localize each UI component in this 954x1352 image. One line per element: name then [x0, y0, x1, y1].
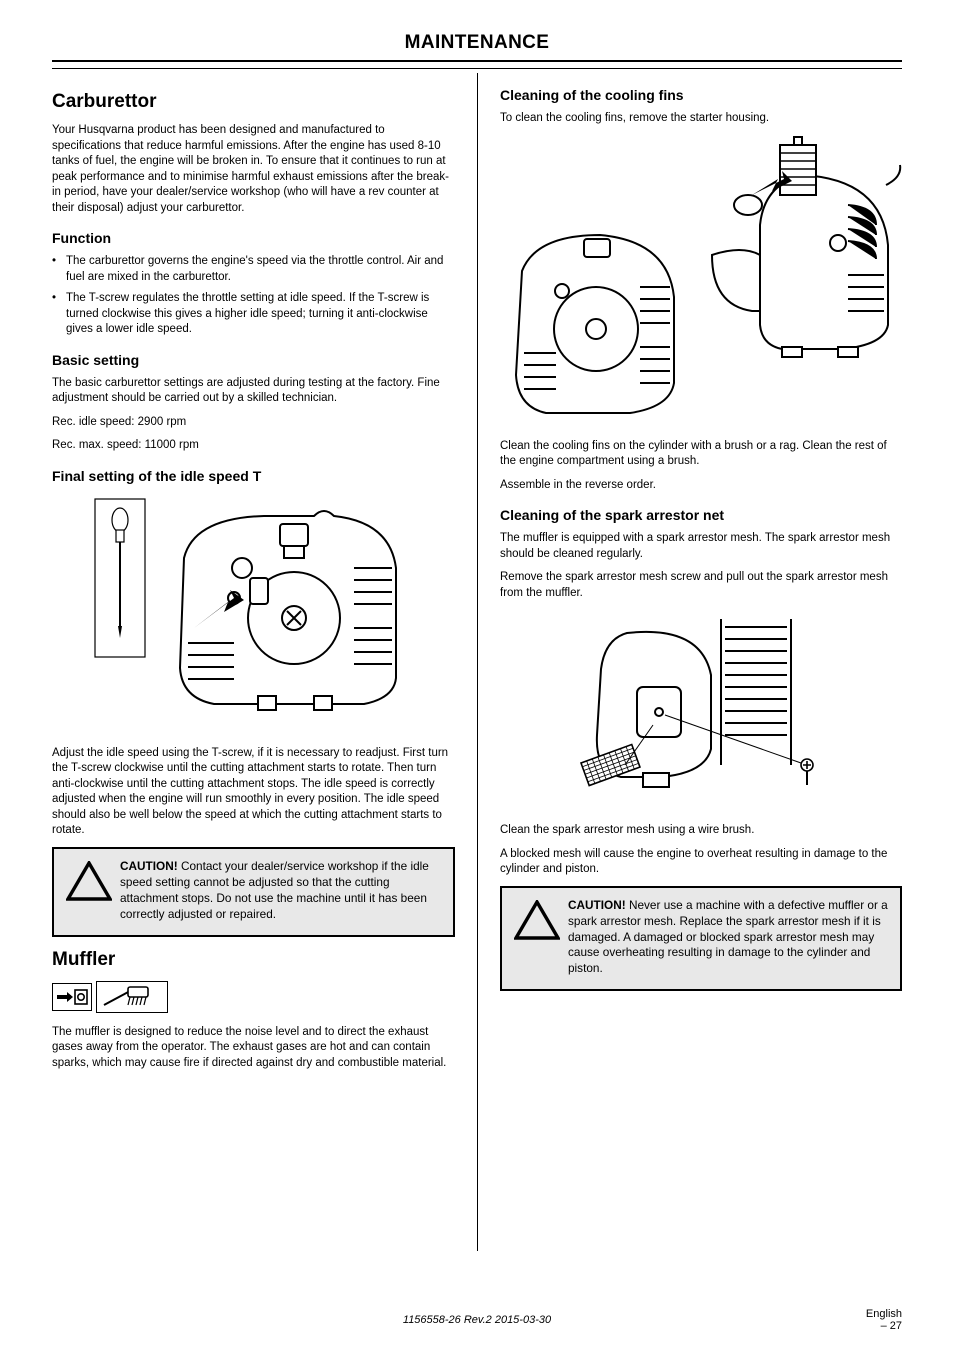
footer: 1156558-26 Rev.2 2015-03-30 English – 27 [52, 1308, 902, 1332]
warning-triangle-icon [66, 861, 112, 901]
illus-muffler [551, 615, 851, 805]
two-column-layout: Carburettor Your Husqvarna product has b… [52, 73, 902, 1251]
heading-carburettor: Carburettor [52, 91, 455, 113]
illus-engine-front [154, 498, 414, 728]
para-clean-3: Assemble in the reverse order. [500, 478, 902, 494]
para-net-2: Remove the spark arrestor mesh screw and… [500, 570, 902, 601]
warning-triangle-icon [514, 900, 560, 940]
para-rec-idle: Rec. idle speed: 2900 rpm [52, 415, 455, 431]
caution-text: CAUTION! Never use a machine with a defe… [568, 898, 888, 978]
running-head: MAINTENANCE [52, 32, 902, 54]
list-function: The carburettor governs the engine's spe… [52, 254, 455, 338]
heading-basic-setting: Basic setting [52, 352, 455, 368]
para-muffler: The muffler is designed to reduce the no… [52, 1025, 455, 1072]
para-basic: The basic carburettor settings are adjus… [52, 376, 455, 407]
rule-top-thick [52, 60, 902, 62]
illus-starter-housing [500, 225, 690, 425]
heading-spark-arrestor: Cleaning of the spark arrestor net [500, 507, 902, 523]
caution-box-muffler: CAUTION! Never use a machine with a defe… [500, 886, 902, 992]
page: MAINTENANCE Carburettor Your Husqvarna p… [0, 0, 954, 1352]
column-right: Cleaning of the cooling fins To clean th… [477, 73, 902, 1251]
heading-function: Function [52, 230, 455, 246]
para-net-1: The muffler is equipped with a spark arr… [500, 531, 902, 562]
heading-muffler: Muffler [52, 949, 455, 971]
footer-mid: 1156558-26 Rev.2 2015-03-30 [92, 1314, 862, 1326]
stop-switch-icon [52, 983, 92, 1011]
brush-icon [96, 981, 168, 1013]
figure-cooling-fins [500, 135, 902, 425]
figure-spark-arrestor [500, 615, 902, 805]
para-net-4: A blocked mesh will cause the engine to … [500, 847, 902, 878]
column-left: Carburettor Your Husqvarna product has b… [52, 73, 477, 1251]
heading-clean-fins: Cleaning of the cooling fins [500, 87, 902, 103]
illus-screwdriver-box [94, 498, 146, 658]
para-rec-max: Rec. max. speed: 11000 rpm [52, 438, 455, 454]
para-final: Adjust the idle speed using the T-screw,… [52, 746, 455, 839]
para-net-3: Clean the spark arrestor mesh using a wi… [500, 823, 902, 839]
para-clean-2: Clean the cooling fins on the cylinder w… [500, 439, 902, 470]
figure-carb-adjust [52, 498, 455, 728]
para-clean-1: To clean the cooling fins, remove the st… [500, 111, 902, 127]
rule-top-thin [52, 68, 902, 69]
caution-box-carb: CAUTION! Contact your dealer/service wor… [52, 847, 455, 937]
para-carb-intro: Your Husqvarna product has been designed… [52, 123, 455, 216]
list-item: The T-screw regulates the throttle setti… [52, 291, 455, 338]
footer-right: English – 27 [862, 1308, 902, 1332]
list-item: The carburettor governs the engine's spe… [52, 254, 455, 285]
caution-text: CAUTION! Contact your dealer/service wor… [120, 859, 441, 923]
icon-strip [52, 981, 455, 1013]
heading-final-setting: Final setting of the idle speed T [52, 468, 455, 484]
